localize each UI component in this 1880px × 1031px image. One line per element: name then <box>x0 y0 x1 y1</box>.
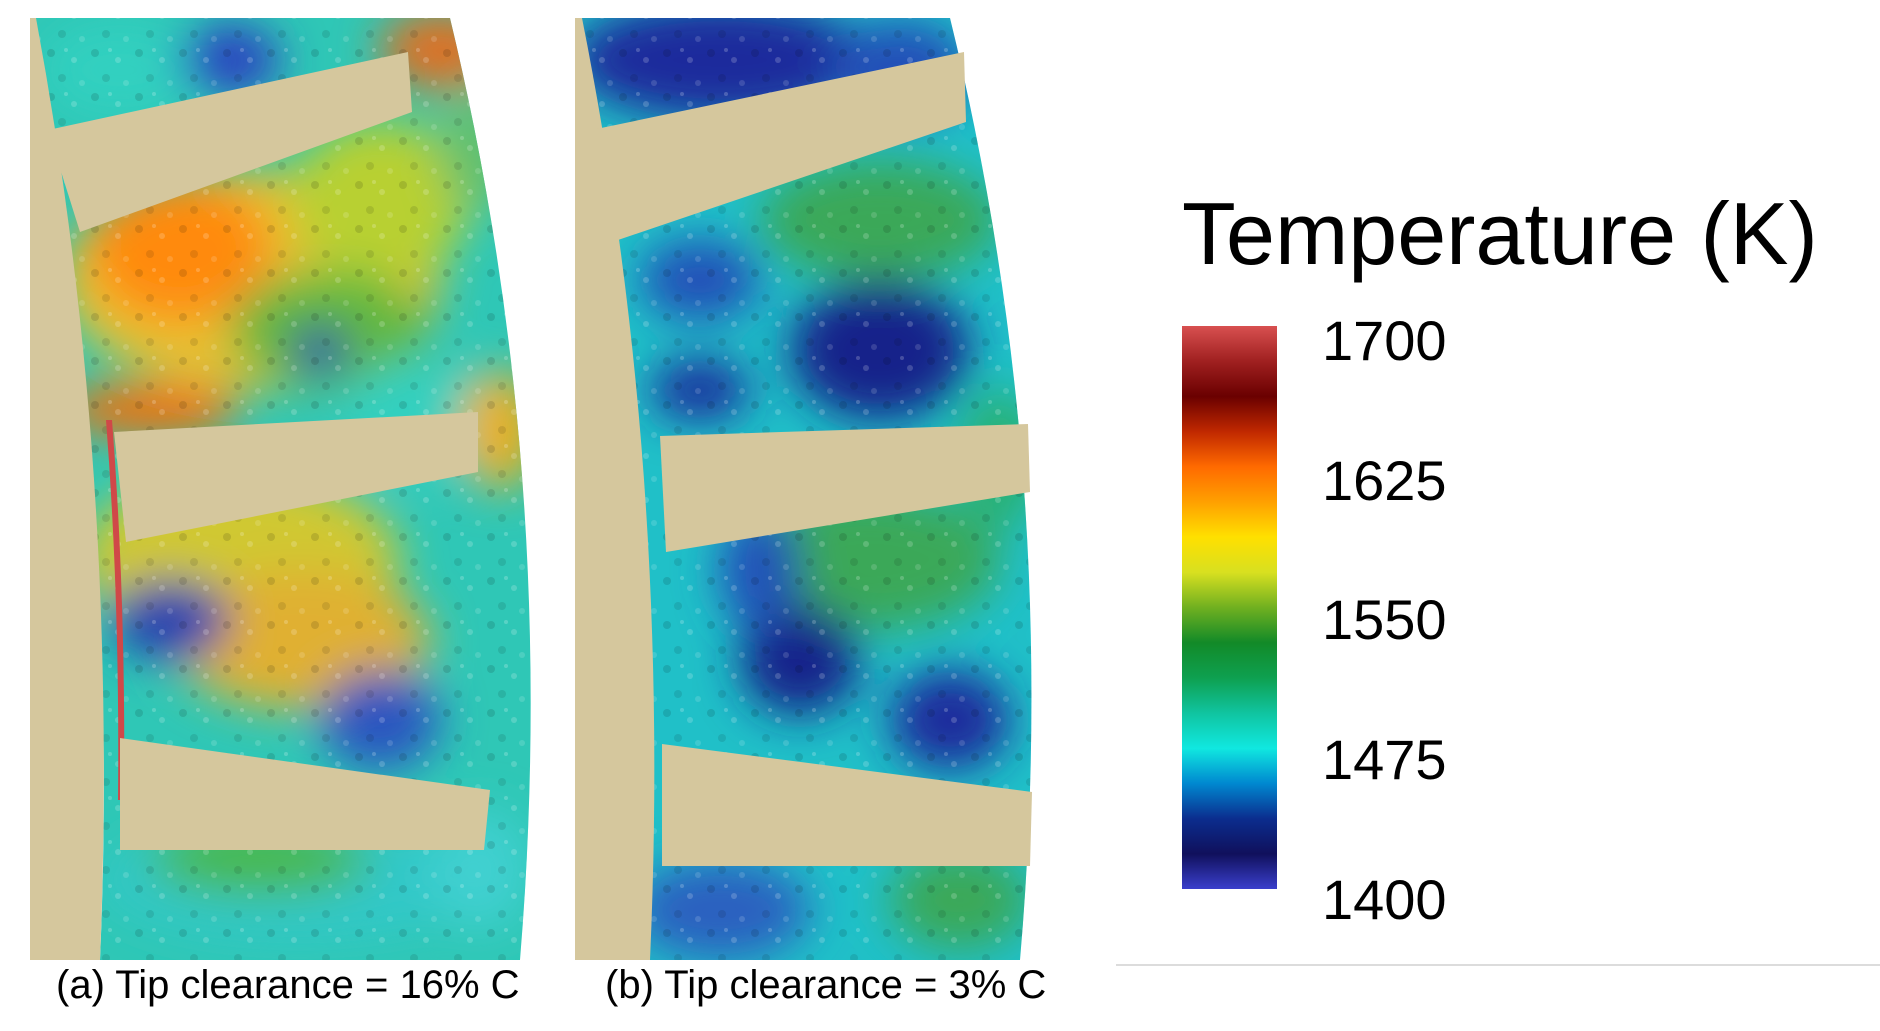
panel-a-contour <box>30 18 531 960</box>
caption-b: (b) Tip clearance = 3% C <box>605 963 1047 1007</box>
colorbar-tick-1625: 1625 <box>1322 449 1447 512</box>
blade-a-2 <box>114 412 478 542</box>
legend-title: Temperature (K) <box>1182 184 1818 283</box>
panel-b-contour <box>575 18 1032 960</box>
colorbar-tick-1400: 1400 <box>1322 868 1447 931</box>
colorbar-tick-1700: 1700 <box>1322 309 1447 372</box>
divider-line <box>1116 964 1880 966</box>
colorbar <box>1182 326 1277 889</box>
blade-b-3 <box>662 744 1032 866</box>
blade-a-1 <box>48 52 412 232</box>
hub-a <box>30 18 104 960</box>
colorbar-tick-1550: 1550 <box>1322 588 1447 651</box>
colorbar-tick-1475: 1475 <box>1322 728 1447 791</box>
hub-hot-edge <box>106 420 125 800</box>
blade-b-1 <box>582 52 966 240</box>
hub-b <box>575 18 655 960</box>
blade-a-3 <box>120 738 490 850</box>
caption-a: (a) Tip clearance = 16% C <box>56 963 520 1007</box>
blade-b-2 <box>660 424 1030 552</box>
